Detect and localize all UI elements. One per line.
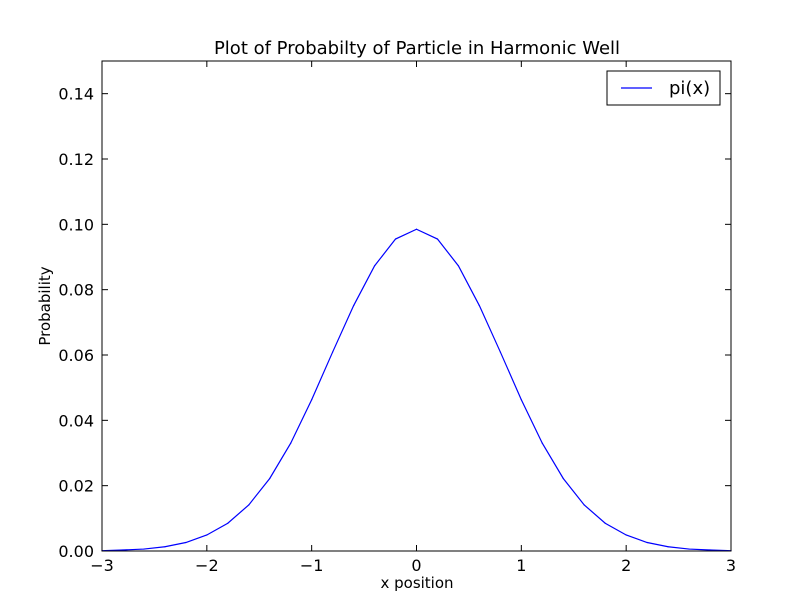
y-axis: 0.00 0.02 0.04 0.06 0.08 0.10 0.12 0.14: [58, 85, 731, 561]
x-tick-label: −2: [195, 556, 219, 575]
data-point: [248, 504, 250, 506]
x-tick-label: −1: [300, 556, 324, 575]
data-point: [646, 541, 648, 544]
x-tick-label: 2: [621, 556, 631, 575]
data-point: [478, 305, 480, 307]
data-point: [122, 549, 124, 551]
plot-area: [101, 228, 732, 552]
y-tick-label: 0.00: [58, 542, 94, 561]
data-point: [520, 399, 522, 401]
data-point: [394, 238, 397, 240]
x-tick-label: 0: [411, 556, 421, 575]
data-point: [143, 548, 145, 550]
axes-frame: [101, 60, 732, 552]
y-tick-label: 0.14: [58, 85, 94, 104]
data-point: [332, 351, 334, 353]
y-tick-label: 0.10: [58, 215, 94, 234]
data-point: [185, 541, 187, 544]
data-point: [499, 351, 501, 353]
data-point: [311, 399, 313, 401]
x-axis-label: x position: [380, 574, 453, 592]
data-point: [583, 504, 585, 506]
y-tick-label: 0.02: [58, 477, 94, 496]
data-point: [667, 546, 669, 548]
x-tick-label: 3: [726, 556, 736, 575]
legend: pi(x): [606, 70, 721, 106]
data-point: [541, 442, 543, 444]
y-tick-label: 0.08: [58, 281, 94, 300]
data-point: [709, 549, 711, 551]
legend-label: pi(x): [669, 78, 710, 99]
data-point: [604, 522, 606, 524]
data-point: [415, 228, 418, 230]
data-point: [373, 265, 376, 267]
data-point: [436, 238, 439, 240]
data-point: [353, 305, 355, 307]
data-point: [625, 534, 627, 536]
y-axis-label: Probability: [36, 266, 54, 345]
data-point: [227, 522, 229, 524]
y-tick-label: 0.04: [58, 411, 94, 430]
data-point: [290, 442, 292, 444]
data-point: [206, 534, 208, 536]
y-tick-label: 0.06: [58, 346, 94, 365]
x-tick-label: −3: [90, 556, 114, 575]
chart-title: Plot of Probabilty of Particle in Harmon…: [214, 38, 620, 59]
y-tick-label: 0.12: [58, 150, 94, 169]
data-point: [562, 477, 564, 480]
data-point: [688, 548, 690, 550]
x-tick-label: 1: [516, 556, 526, 575]
data-point: [269, 477, 271, 480]
data-point: [164, 546, 166, 548]
data-point: [457, 265, 460, 267]
